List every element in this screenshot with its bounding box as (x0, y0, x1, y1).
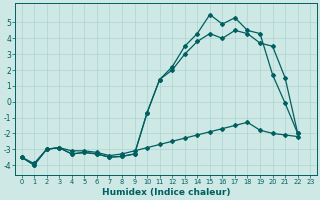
X-axis label: Humidex (Indice chaleur): Humidex (Indice chaleur) (102, 188, 230, 197)
